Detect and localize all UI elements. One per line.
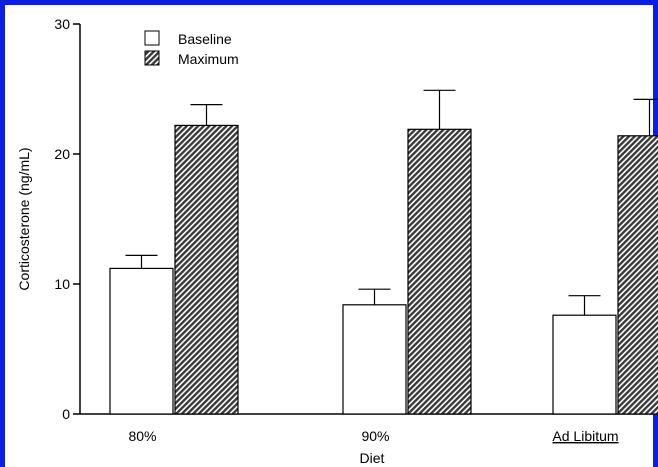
x-tick-labels: 80% 90% Ad Libitum: [128, 428, 618, 444]
y-tick-label: 10: [54, 276, 70, 292]
y-tick-label: 20: [54, 146, 70, 162]
y-ticks: 0 10 20 30: [54, 16, 80, 422]
y-axis-label: Corticosterone (ng/mL): [16, 147, 32, 290]
bars: [109, 89, 658, 415]
bar-baseline: [342, 304, 407, 415]
legend-label-baseline: Baseline: [178, 31, 232, 47]
legend-swatch-maximum: [144, 50, 160, 66]
bar-maximum: [617, 135, 658, 415]
bar-baseline: [109, 267, 174, 415]
bar-baseline: [552, 314, 617, 415]
bar-maximum: [174, 124, 239, 415]
bar-maximum: [407, 128, 472, 415]
x-axis-label: Diet: [360, 450, 385, 466]
x-tick-label: 90%: [361, 428, 389, 444]
legend: Baseline Maximum: [144, 30, 239, 67]
x-tick-label: Ad Libitum: [552, 428, 618, 444]
y-tick-label: 0: [62, 406, 70, 422]
x-tick-label: 80%: [128, 428, 156, 444]
legend-label-maximum: Maximum: [178, 51, 239, 67]
legend-swatch-baseline: [144, 30, 160, 46]
y-tick-label: 30: [54, 16, 70, 32]
